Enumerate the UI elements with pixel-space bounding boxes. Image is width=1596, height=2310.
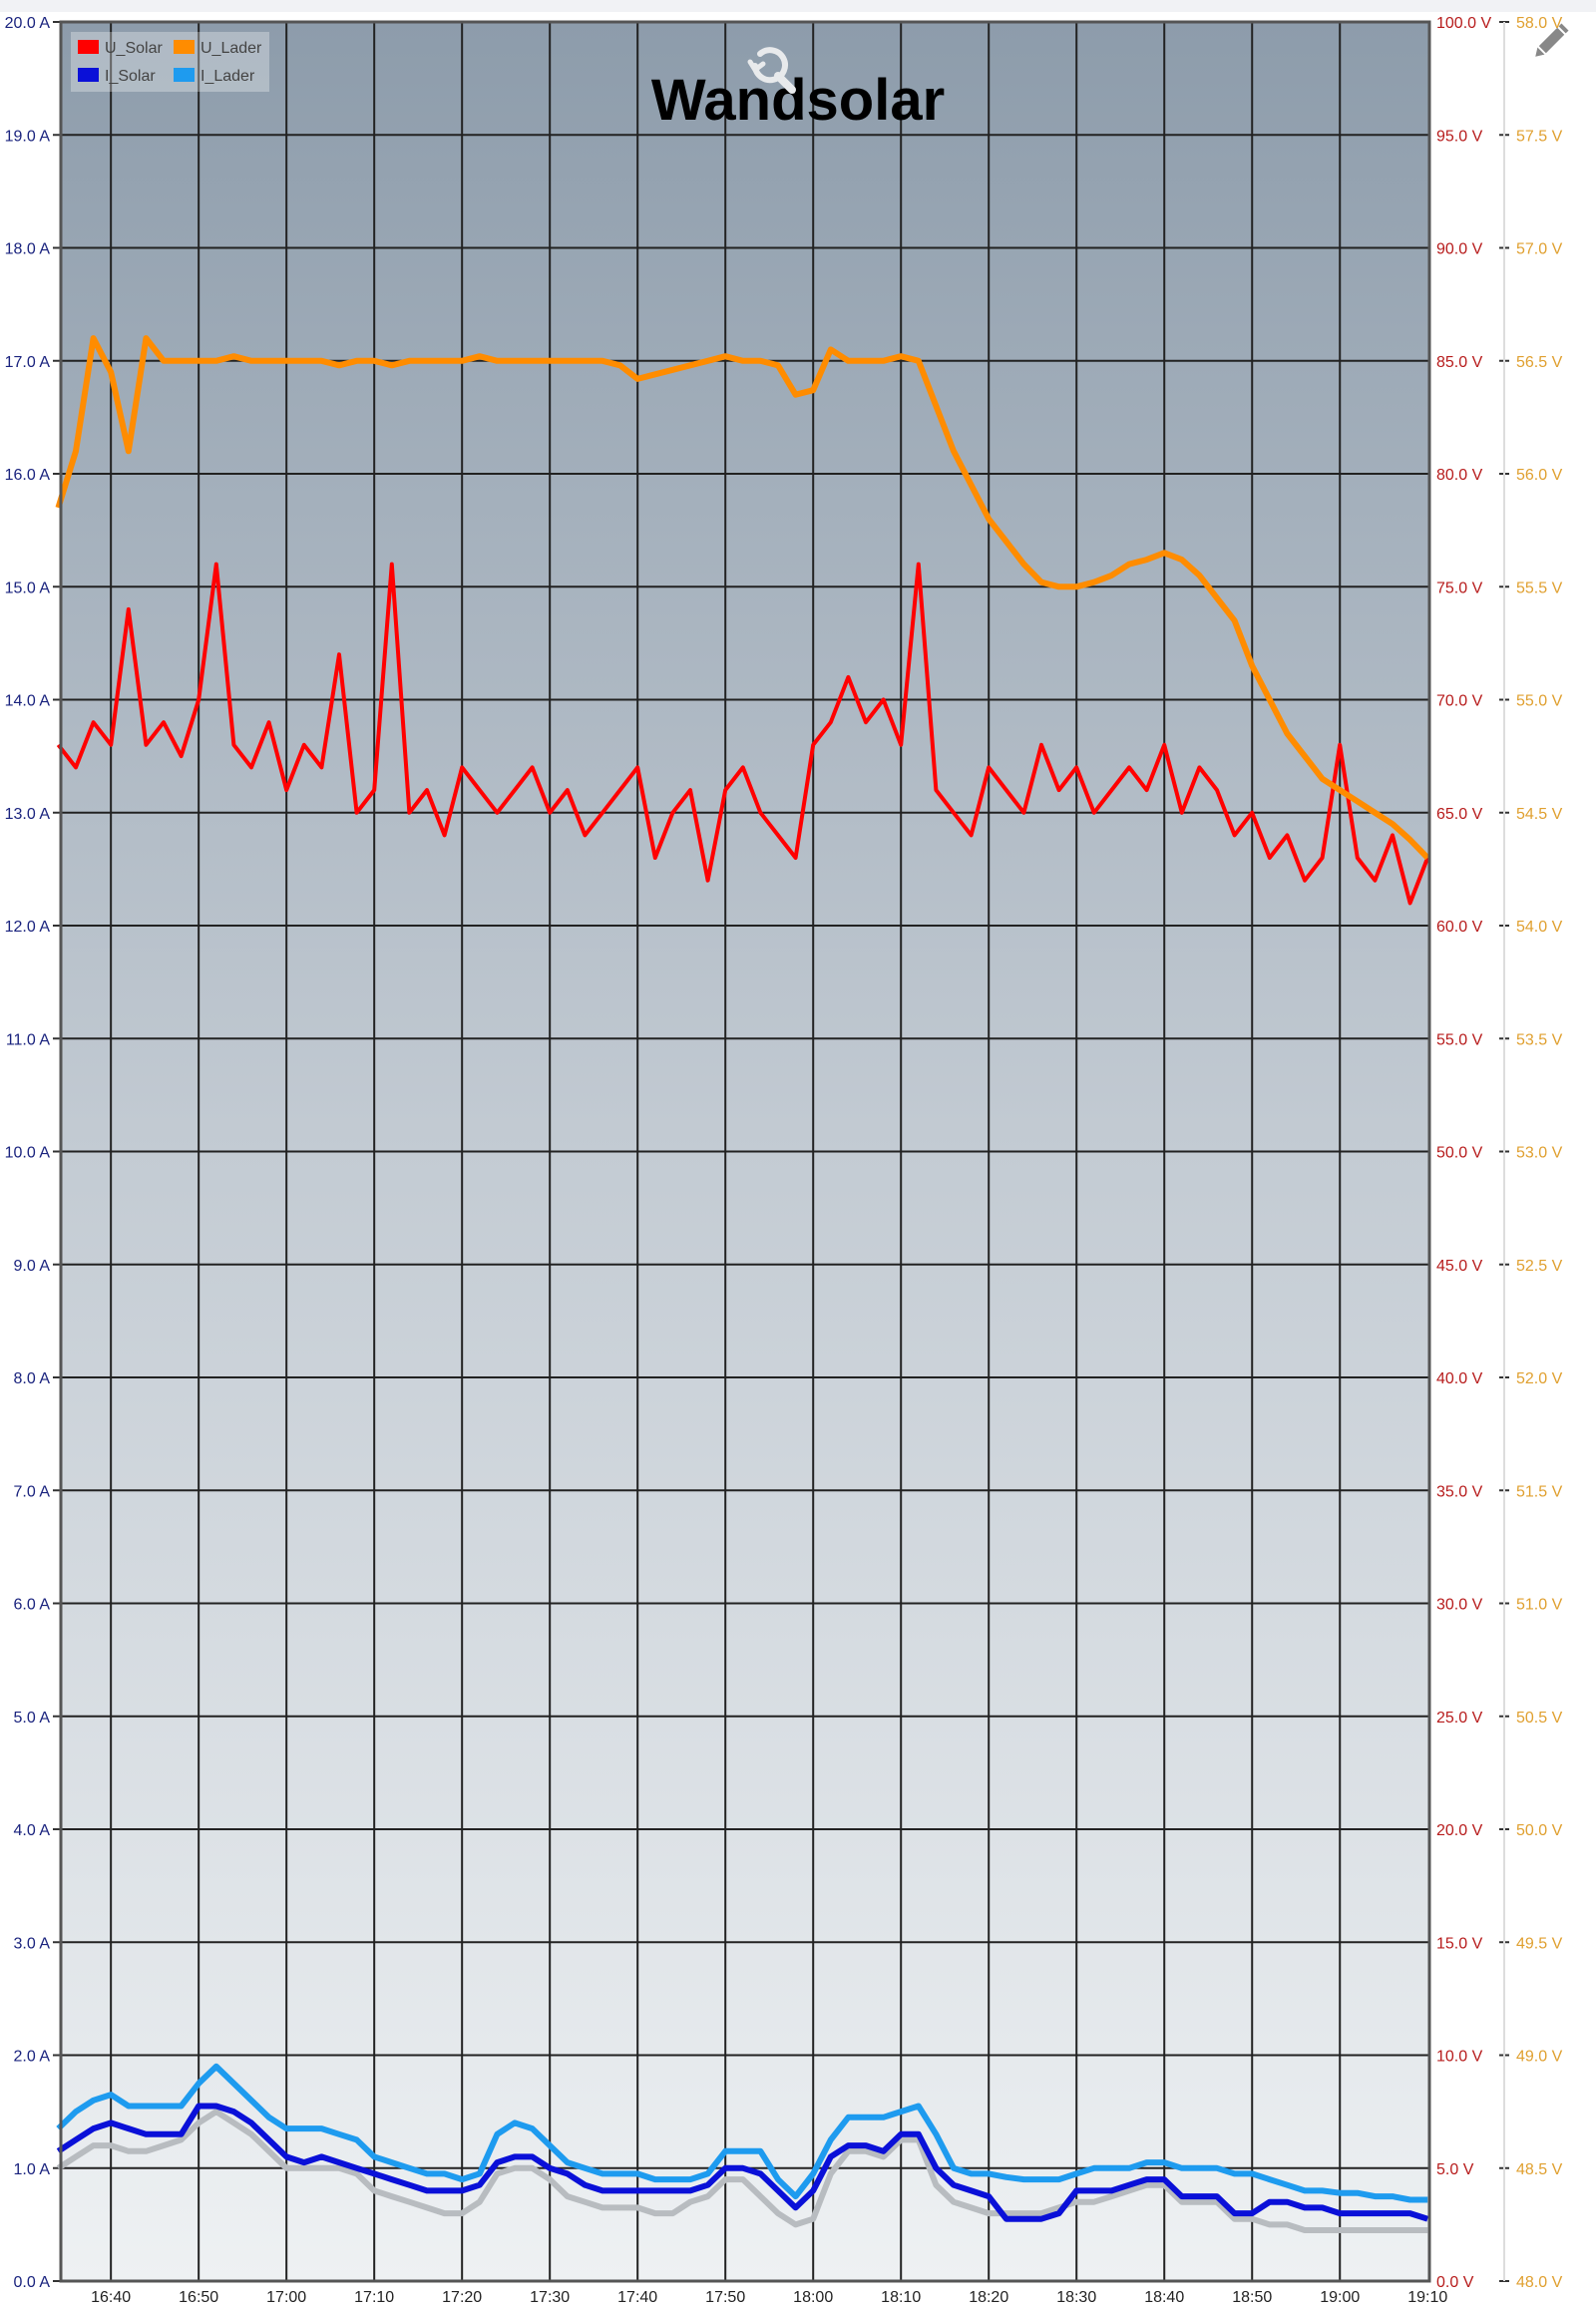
tick-label-right: 70.0 V xyxy=(1436,693,1483,710)
tick-label-right: 95.0 V xyxy=(1436,128,1483,145)
tick-label-lader: 50.5 V xyxy=(1516,1710,1563,1727)
tick-label-left: 17.0 A xyxy=(5,354,51,371)
tick-label-left: 14.0 A xyxy=(5,693,51,710)
legend-swatch xyxy=(78,40,99,54)
tick-label-x: 16:40 xyxy=(91,2289,131,2306)
tick-label-x: 17:40 xyxy=(617,2289,657,2306)
tick-label-x: 18:40 xyxy=(1144,2289,1184,2306)
zoom-reset-icon[interactable] xyxy=(747,47,796,94)
legend[interactable]: U_Solar U_Lader I_Solar I_Lader xyxy=(71,32,269,92)
tick-label-left: 20.0 A xyxy=(5,15,51,32)
tick-label-x: 17:30 xyxy=(530,2289,570,2306)
tick-label-lader: 52.0 V xyxy=(1516,1370,1563,1387)
tick-label-lader: 53.5 V xyxy=(1516,1031,1563,1048)
tick-label-left: 0.0 A xyxy=(14,2274,51,2291)
tick-label-left: 15.0 A xyxy=(5,579,51,596)
tick-label-x: 17:00 xyxy=(266,2289,306,2306)
tick-label-left: 7.0 A xyxy=(14,1483,51,1500)
tick-label-lader: 55.5 V xyxy=(1516,579,1563,596)
legend-swatch xyxy=(174,68,195,82)
tick-label-x: 17:50 xyxy=(705,2289,745,2306)
tick-label-left: 13.0 A xyxy=(5,806,51,823)
tick-label-right: 30.0 V xyxy=(1436,1597,1483,1614)
tick-label-right: 45.0 V xyxy=(1436,1258,1483,1275)
tick-label-lader: 58.0 V xyxy=(1516,15,1563,32)
tick-label-left: 8.0 A xyxy=(14,1370,51,1387)
tick-label-x: 18:30 xyxy=(1056,2289,1096,2306)
tick-label-right: 35.0 V xyxy=(1436,1483,1483,1500)
tick-label-right: 80.0 V xyxy=(1436,467,1483,484)
tick-label-x: 18:50 xyxy=(1232,2289,1272,2306)
tick-label-left: 3.0 A xyxy=(14,1935,51,1952)
tick-label-lader: 57.5 V xyxy=(1516,128,1563,145)
tick-label-lader: 48.5 V xyxy=(1516,2161,1563,2178)
tick-label-x: 18:20 xyxy=(969,2289,1008,2306)
top-bar xyxy=(0,0,1596,12)
tick-label-right: 50.0 V xyxy=(1436,1145,1483,1162)
tick-label-lader: 51.0 V xyxy=(1516,1597,1563,1614)
tick-label-lader: 49.0 V xyxy=(1516,2049,1563,2066)
legend-swatch xyxy=(78,68,99,82)
tick-label-left: 10.0 A xyxy=(5,1145,51,1162)
tick-label-right: 85.0 V xyxy=(1436,354,1483,371)
tick-label-left: 5.0 A xyxy=(14,1710,51,1727)
tick-label-lader: 54.0 V xyxy=(1516,919,1563,936)
tick-label-lader: 48.0 V xyxy=(1516,2274,1563,2291)
legend-label: I_Solar xyxy=(105,68,156,85)
tick-label-lader: 56.5 V xyxy=(1516,354,1563,371)
tick-label-left: 19.0 A xyxy=(5,128,51,145)
chart-title: Wandsolar xyxy=(651,68,945,133)
tick-label-lader: 52.5 V xyxy=(1516,1258,1563,1275)
legend-label: U_Solar xyxy=(105,40,163,57)
tick-label-left: 2.0 A xyxy=(14,2049,51,2066)
tick-label-left: 18.0 A xyxy=(5,241,51,258)
axis-labels: 0.0 A 0.0 V 48.0 V 1.0 A 5.0 V 48.5 V 2.0 A 10.… xyxy=(5,15,1563,2306)
tick-label-right: 5.0 V xyxy=(1436,2161,1474,2178)
tick-label-lader: 53.0 V xyxy=(1516,1145,1563,1162)
tick-label-x: 17:20 xyxy=(442,2289,482,2306)
tick-label-lader: 56.0 V xyxy=(1516,467,1563,484)
tick-label-right: 20.0 V xyxy=(1436,1822,1483,1839)
tick-label-right: 100.0 V xyxy=(1436,15,1491,32)
grid xyxy=(53,21,1509,2282)
tick-label-lader: 49.5 V xyxy=(1516,1935,1563,1952)
tick-label-right: 10.0 V xyxy=(1436,2049,1483,2066)
tick-label-left: 4.0 A xyxy=(14,1822,51,1839)
tick-label-x: 18:10 xyxy=(881,2289,921,2306)
tick-label-left: 1.0 A xyxy=(14,2161,51,2178)
tick-label-left: 11.0 A xyxy=(6,1031,51,1048)
tick-label-left: 12.0 A xyxy=(5,919,51,936)
plot-frame xyxy=(59,20,1431,2283)
pencil-icon[interactable] xyxy=(1532,23,1569,60)
tick-label-right: 60.0 V xyxy=(1436,919,1483,936)
tick-label-lader: 50.0 V xyxy=(1516,1822,1563,1839)
tick-label-left: 16.0 A xyxy=(5,467,51,484)
tick-label-right: 15.0 V xyxy=(1436,1935,1483,1952)
tick-label-right: 25.0 V xyxy=(1436,1710,1483,1727)
tick-label-x: 18:00 xyxy=(793,2289,833,2306)
tick-label-right: 40.0 V xyxy=(1436,1370,1483,1387)
tick-label-right: 0.0 V xyxy=(1436,2274,1474,2291)
tick-label-right: 65.0 V xyxy=(1436,806,1483,823)
tick-label-left: 6.0 A xyxy=(14,1597,51,1614)
tick-label-lader: 57.0 V xyxy=(1516,241,1563,258)
tick-label-lader: 55.0 V xyxy=(1516,693,1563,710)
tick-label-x: 17:10 xyxy=(354,2289,394,2306)
legend-swatch xyxy=(174,40,195,54)
tick-label-x: 19:00 xyxy=(1320,2289,1360,2306)
tick-label-x: 16:50 xyxy=(179,2289,218,2306)
tick-label-left: 9.0 A xyxy=(14,1258,51,1275)
legend-label: I_Lader xyxy=(200,68,255,85)
tick-label-right: 75.0 V xyxy=(1436,579,1483,596)
tick-label-lader: 51.5 V xyxy=(1516,1483,1563,1500)
series-layer xyxy=(55,335,1430,2233)
tick-label-right: 55.0 V xyxy=(1436,1031,1483,1048)
legend-box xyxy=(71,32,269,92)
legend-label: U_Lader xyxy=(200,40,262,57)
tick-label-right: 90.0 V xyxy=(1436,241,1483,258)
tick-label-x: 19:10 xyxy=(1407,2289,1447,2306)
tick-label-lader: 54.5 V xyxy=(1516,806,1563,823)
